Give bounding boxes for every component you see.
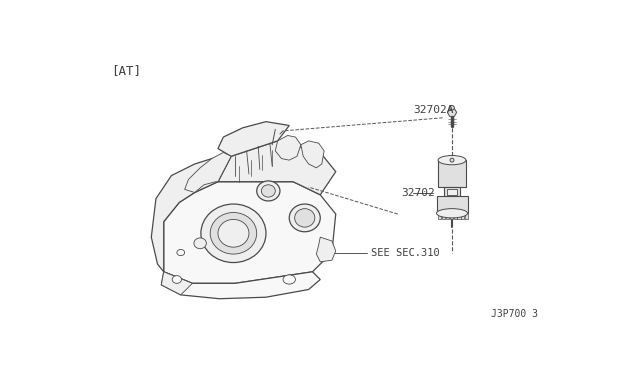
Ellipse shape	[210, 212, 257, 254]
Ellipse shape	[201, 204, 266, 263]
Polygon shape	[461, 213, 465, 219]
Polygon shape	[161, 272, 320, 299]
Text: [AT]: [AT]	[111, 64, 141, 77]
Text: J3P700 3: J3P700 3	[491, 309, 538, 319]
Polygon shape	[438, 213, 441, 219]
Polygon shape	[151, 156, 231, 272]
Ellipse shape	[172, 276, 182, 283]
Ellipse shape	[283, 275, 296, 284]
Polygon shape	[465, 213, 468, 219]
Text: 32702: 32702	[402, 188, 435, 198]
Text: 32702A: 32702A	[413, 105, 454, 115]
Polygon shape	[275, 135, 301, 160]
Polygon shape	[164, 182, 336, 283]
Polygon shape	[218, 141, 336, 195]
Polygon shape	[444, 187, 460, 196]
Polygon shape	[438, 160, 466, 187]
Polygon shape	[454, 213, 457, 219]
Ellipse shape	[177, 250, 184, 256]
Polygon shape	[450, 213, 452, 219]
Ellipse shape	[218, 219, 249, 247]
Ellipse shape	[436, 209, 467, 218]
Ellipse shape	[261, 185, 275, 197]
Ellipse shape	[289, 204, 320, 232]
Ellipse shape	[194, 238, 206, 249]
Ellipse shape	[257, 181, 280, 201]
Polygon shape	[442, 213, 445, 219]
Polygon shape	[436, 196, 467, 213]
Polygon shape	[316, 237, 336, 262]
Polygon shape	[301, 141, 324, 168]
Polygon shape	[218, 122, 289, 156]
Ellipse shape	[438, 155, 466, 165]
Polygon shape	[447, 108, 457, 116]
Polygon shape	[184, 153, 231, 192]
Ellipse shape	[450, 158, 454, 162]
Polygon shape	[447, 189, 457, 195]
Text: SEE SEC.310: SEE SEC.310	[371, 247, 440, 257]
Polygon shape	[458, 213, 461, 219]
Ellipse shape	[294, 209, 315, 227]
Polygon shape	[161, 272, 193, 295]
Polygon shape	[446, 213, 449, 219]
Ellipse shape	[450, 106, 454, 110]
